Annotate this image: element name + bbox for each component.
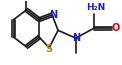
Text: H₂N: H₂N [86, 3, 105, 12]
Text: N: N [72, 33, 80, 43]
Text: S: S [46, 44, 53, 54]
Text: O: O [111, 23, 119, 33]
Text: N: N [49, 10, 57, 20]
